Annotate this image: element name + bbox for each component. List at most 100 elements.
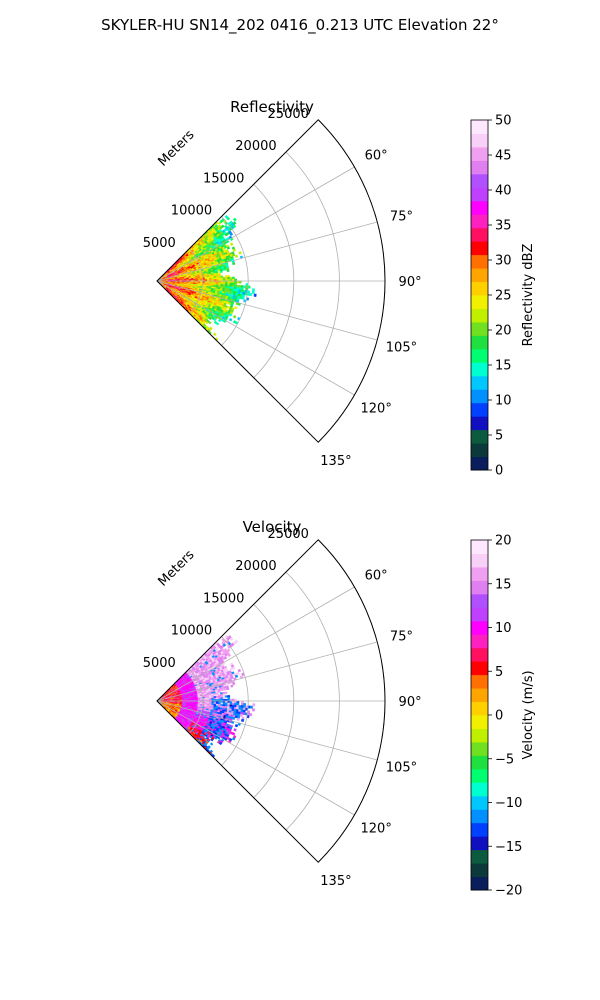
- colorbar-swatch: [471, 429, 488, 444]
- radar-gate: [227, 275, 231, 278]
- radar-gate: [229, 276, 233, 280]
- colorbar-swatch: [471, 715, 488, 729]
- radial-tick-label: 5000: [143, 236, 176, 251]
- colorbar-swatch: [471, 362, 488, 377]
- colorbar-tick-label: 30: [495, 254, 512, 269]
- radar-gate: [232, 248, 237, 252]
- radar-gate: [241, 296, 245, 300]
- radar-gate: [229, 232, 234, 237]
- colorbar-swatch: [471, 200, 488, 215]
- colorbar-tick-label: 10: [495, 621, 512, 636]
- colorbar-swatch: [471, 809, 488, 824]
- radar-gate: [226, 269, 230, 272]
- radar-gate: [218, 697, 222, 700]
- colorbar-swatch: [471, 348, 488, 363]
- panel-title: Reflectivity: [230, 98, 314, 116]
- radial-tick-label: 25000: [268, 107, 309, 122]
- colorbar-tick-label: 0: [495, 464, 503, 479]
- colorbar-tick-label: 5: [495, 429, 503, 444]
- radar-gate: [227, 653, 232, 658]
- radar-gate: [241, 718, 245, 722]
- colorbar-swatch: [471, 580, 488, 595]
- angle-tick-label: 105°: [386, 341, 417, 356]
- radar-gate: [222, 277, 226, 280]
- radar-gate: [220, 277, 224, 280]
- polar-panel-reflectivity: Reflectivity 5000 10000 15000 20000 25000 Mete…: [143, 98, 536, 479]
- colorbar-label: Velocity (m/s): [521, 670, 536, 759]
- radar-gate: [232, 716, 236, 720]
- radar-gate: [234, 254, 239, 258]
- angle-tick-label: 75°: [390, 629, 413, 644]
- radar-gate: [233, 728, 237, 732]
- angular-gridline: [156, 700, 355, 816]
- radar-gate: [231, 282, 235, 286]
- radar-gate: [218, 277, 222, 280]
- radar-gate: [232, 315, 237, 319]
- angle-tick-label: 90°: [399, 695, 422, 710]
- colorbar-swatch: [471, 214, 488, 229]
- radar-gate: [222, 697, 226, 700]
- colorbar-swatch: [471, 768, 488, 783]
- radar-gate: [252, 288, 255, 292]
- polar-frame: [156, 119, 386, 443]
- radar-gate: [232, 262, 236, 266]
- radar-gate: [217, 318, 222, 323]
- angular-gridline: [156, 280, 378, 341]
- radar-gate: [228, 313, 233, 317]
- colorbar-swatch: [471, 540, 488, 554]
- radar-gate: [210, 738, 214, 742]
- colorbar-tick-label: 5: [495, 665, 503, 680]
- colorbar-swatch: [471, 241, 488, 256]
- radial-tick-label: 20000: [235, 139, 276, 154]
- radar-gate: [238, 251, 242, 255]
- angle-tick-label: 90°: [399, 275, 422, 290]
- polar-frame: [156, 539, 386, 863]
- colorbar-swatch: [471, 254, 488, 269]
- colorbar-swatch: [471, 876, 488, 891]
- figure-suptitle: SKYLER-HU SN14_202 0416_0.213 UTC Elevat…: [101, 16, 499, 34]
- angle-tick-label: 120°: [361, 822, 392, 837]
- radar-gate: [234, 639, 239, 644]
- colorbar-tick-label: 10: [495, 394, 512, 409]
- radar-gate: [230, 676, 234, 680]
- colorbar-swatch: [471, 416, 488, 431]
- angle-tick-label: 60°: [365, 148, 388, 163]
- colorbar-swatch: [471, 120, 488, 134]
- radar-gate: [229, 242, 234, 246]
- radar-gate: [236, 717, 240, 721]
- radar-gate: [249, 292, 253, 297]
- radar-gate: [232, 224, 237, 229]
- colorbar-swatch: [471, 321, 488, 336]
- radar-field-reflectivity: [156, 214, 257, 341]
- radar-gate: [226, 687, 230, 691]
- radar-gate: [232, 217, 237, 222]
- radar-gate: [215, 322, 220, 326]
- colorbar-swatch: [471, 593, 488, 608]
- radar-gate: [229, 282, 233, 286]
- radar-gate: [232, 221, 237, 225]
- colorbar-tick-label: −5: [495, 752, 514, 767]
- radar-gate: [237, 668, 242, 673]
- angle-tick-label: 135°: [320, 454, 351, 469]
- colorbar-tick-label: −10: [495, 796, 522, 811]
- radar-gate: [241, 703, 244, 706]
- colorbar-tick-label: 50: [495, 114, 512, 129]
- angular-gridline: [156, 586, 355, 702]
- polar-panel-velocity: Velocity 5000 10000 15000 20000 25000 Meters 60…: [143, 518, 536, 899]
- radar-gate: [249, 712, 253, 717]
- colorbar-tick-label: 15: [495, 577, 512, 592]
- colorbar-swatch: [471, 566, 488, 581]
- radar-gate: [234, 724, 239, 728]
- radar-gate: [226, 246, 231, 250]
- radial-tick-label: 20000: [235, 559, 276, 574]
- radar-gate: [219, 270, 223, 273]
- radar-gate: [252, 703, 256, 707]
- radar-gate: [208, 320, 212, 325]
- radar-gate: [231, 737, 236, 741]
- radar-gate: [229, 702, 233, 706]
- radar-gate: [227, 696, 231, 700]
- radar-gate: [205, 320, 209, 325]
- radar-gate: [226, 216, 231, 221]
- colorbar-swatch: [471, 863, 488, 878]
- radar-gate: [212, 332, 217, 337]
